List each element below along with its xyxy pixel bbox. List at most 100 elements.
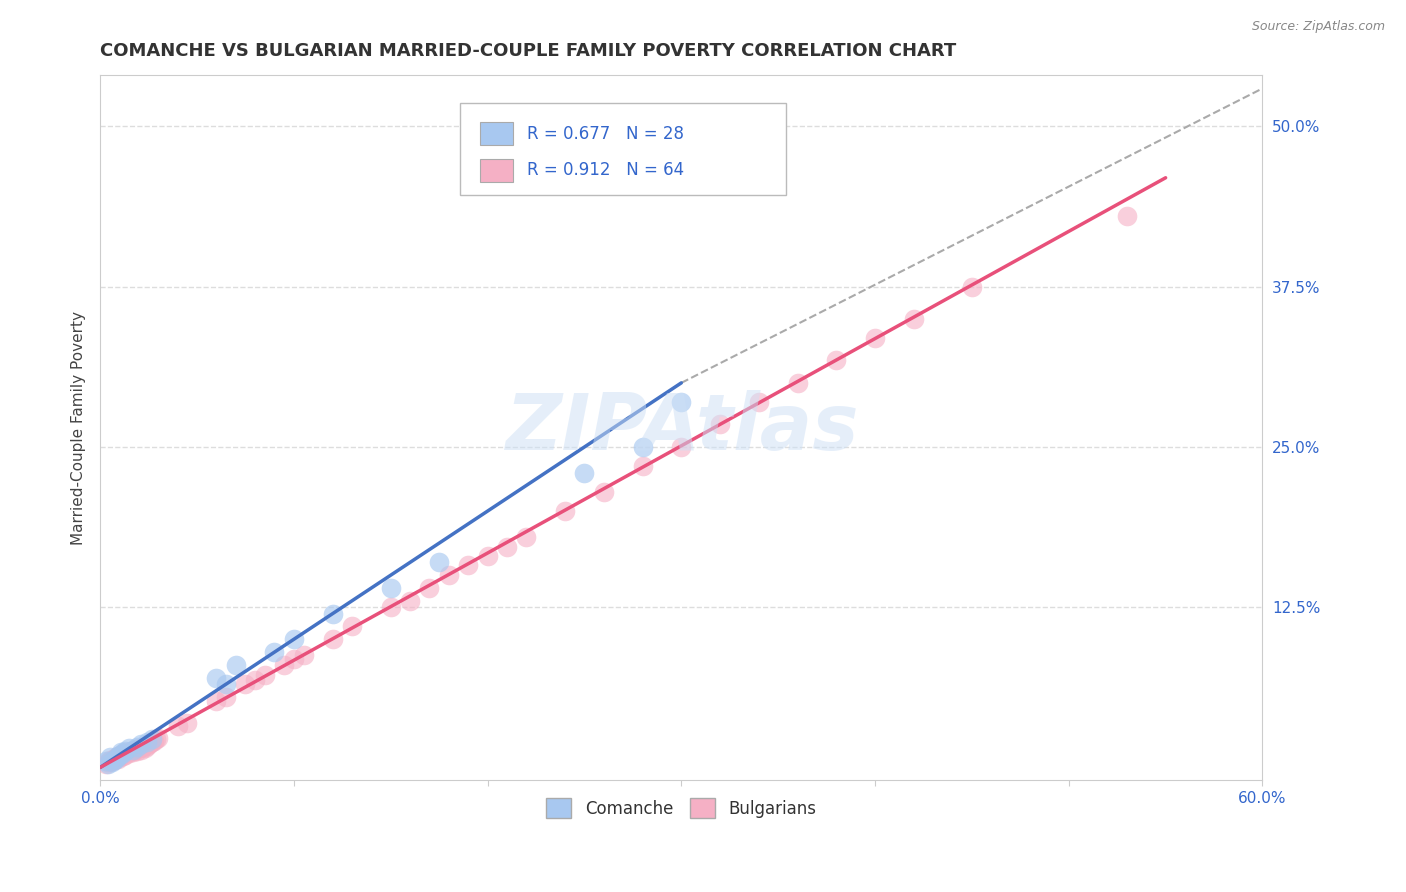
Point	[145, 732, 167, 747]
Point	[554, 504, 576, 518]
Point	[574, 466, 596, 480]
Point	[748, 395, 770, 409]
Point	[108, 747, 131, 762]
Point	[380, 581, 402, 595]
Point	[1115, 209, 1137, 223]
Text: ZIPAtlas: ZIPAtlas	[505, 390, 858, 466]
Point	[205, 694, 228, 708]
Point	[340, 619, 363, 633]
Point	[148, 731, 170, 745]
Point	[110, 747, 132, 762]
Point	[103, 753, 125, 767]
Point	[97, 756, 120, 770]
Point	[671, 395, 693, 409]
Point	[671, 440, 693, 454]
Point	[134, 741, 156, 756]
Point	[437, 568, 460, 582]
Point	[457, 558, 479, 572]
Point	[138, 738, 160, 752]
Point	[107, 748, 129, 763]
Point	[98, 750, 121, 764]
Point	[176, 715, 198, 730]
Text: COMANCHE VS BULGARIAN MARRIED-COUPLE FAMILY POVERTY CORRELATION CHART: COMANCHE VS BULGARIAN MARRIED-COUPLE FAM…	[100, 42, 956, 60]
Point	[283, 651, 305, 665]
Point	[128, 741, 150, 756]
Point	[960, 279, 983, 293]
Point	[124, 742, 146, 756]
Point	[104, 750, 127, 764]
Point	[117, 745, 139, 759]
Point	[235, 677, 257, 691]
Point	[118, 741, 141, 756]
Point	[141, 732, 163, 747]
Point	[215, 690, 238, 704]
Point	[243, 673, 266, 688]
Point	[120, 744, 142, 758]
Y-axis label: Married-Couple Family Poverty: Married-Couple Family Poverty	[72, 310, 86, 545]
Point	[143, 733, 166, 747]
Point	[98, 753, 121, 767]
Point	[631, 440, 654, 454]
Text: R = 0.912   N = 64: R = 0.912 N = 64	[527, 161, 683, 179]
Point	[592, 484, 614, 499]
Point	[107, 751, 129, 765]
Point	[125, 744, 148, 758]
Point	[477, 549, 499, 563]
Legend: Comanche, Bulgarians: Comanche, Bulgarians	[540, 791, 823, 825]
Point	[225, 657, 247, 672]
Point	[129, 738, 152, 752]
Point	[114, 747, 136, 762]
Point	[253, 668, 276, 682]
Point	[496, 540, 519, 554]
Point	[205, 671, 228, 685]
Point	[118, 747, 141, 761]
Point	[132, 739, 155, 754]
Point	[166, 719, 188, 733]
Point	[322, 607, 344, 621]
Text: R = 0.677   N = 28: R = 0.677 N = 28	[527, 125, 683, 143]
Point	[139, 736, 162, 750]
Point	[141, 735, 163, 749]
Point	[114, 744, 136, 758]
Point	[399, 594, 422, 608]
Point	[107, 748, 129, 763]
Point	[863, 331, 886, 345]
Point	[108, 750, 131, 764]
Point	[94, 756, 117, 771]
Point	[129, 742, 152, 756]
Point	[135, 739, 157, 753]
Point	[292, 648, 315, 662]
Point	[322, 632, 344, 647]
Point	[104, 751, 127, 765]
Point	[263, 645, 285, 659]
Point	[112, 748, 135, 763]
Point	[122, 745, 145, 759]
Point	[786, 376, 808, 390]
Point	[103, 751, 125, 765]
Point	[903, 311, 925, 326]
Point	[427, 555, 450, 569]
Point	[825, 352, 848, 367]
Point	[100, 754, 122, 768]
Point	[110, 745, 132, 759]
Point	[98, 754, 121, 768]
Point	[380, 600, 402, 615]
Point	[135, 735, 157, 749]
FancyBboxPatch shape	[481, 159, 513, 182]
Point	[631, 459, 654, 474]
Point	[112, 747, 135, 761]
Point	[125, 739, 148, 754]
FancyBboxPatch shape	[460, 103, 786, 195]
Point	[283, 632, 305, 647]
Point	[97, 756, 120, 771]
Point	[215, 677, 238, 691]
Point	[418, 581, 440, 595]
Point	[273, 657, 295, 672]
Point	[112, 747, 135, 761]
Point	[709, 417, 731, 431]
Text: Source: ZipAtlas.com: Source: ZipAtlas.com	[1251, 20, 1385, 33]
Point	[515, 530, 537, 544]
Point	[94, 754, 117, 768]
FancyBboxPatch shape	[481, 122, 513, 145]
Point	[122, 742, 145, 756]
